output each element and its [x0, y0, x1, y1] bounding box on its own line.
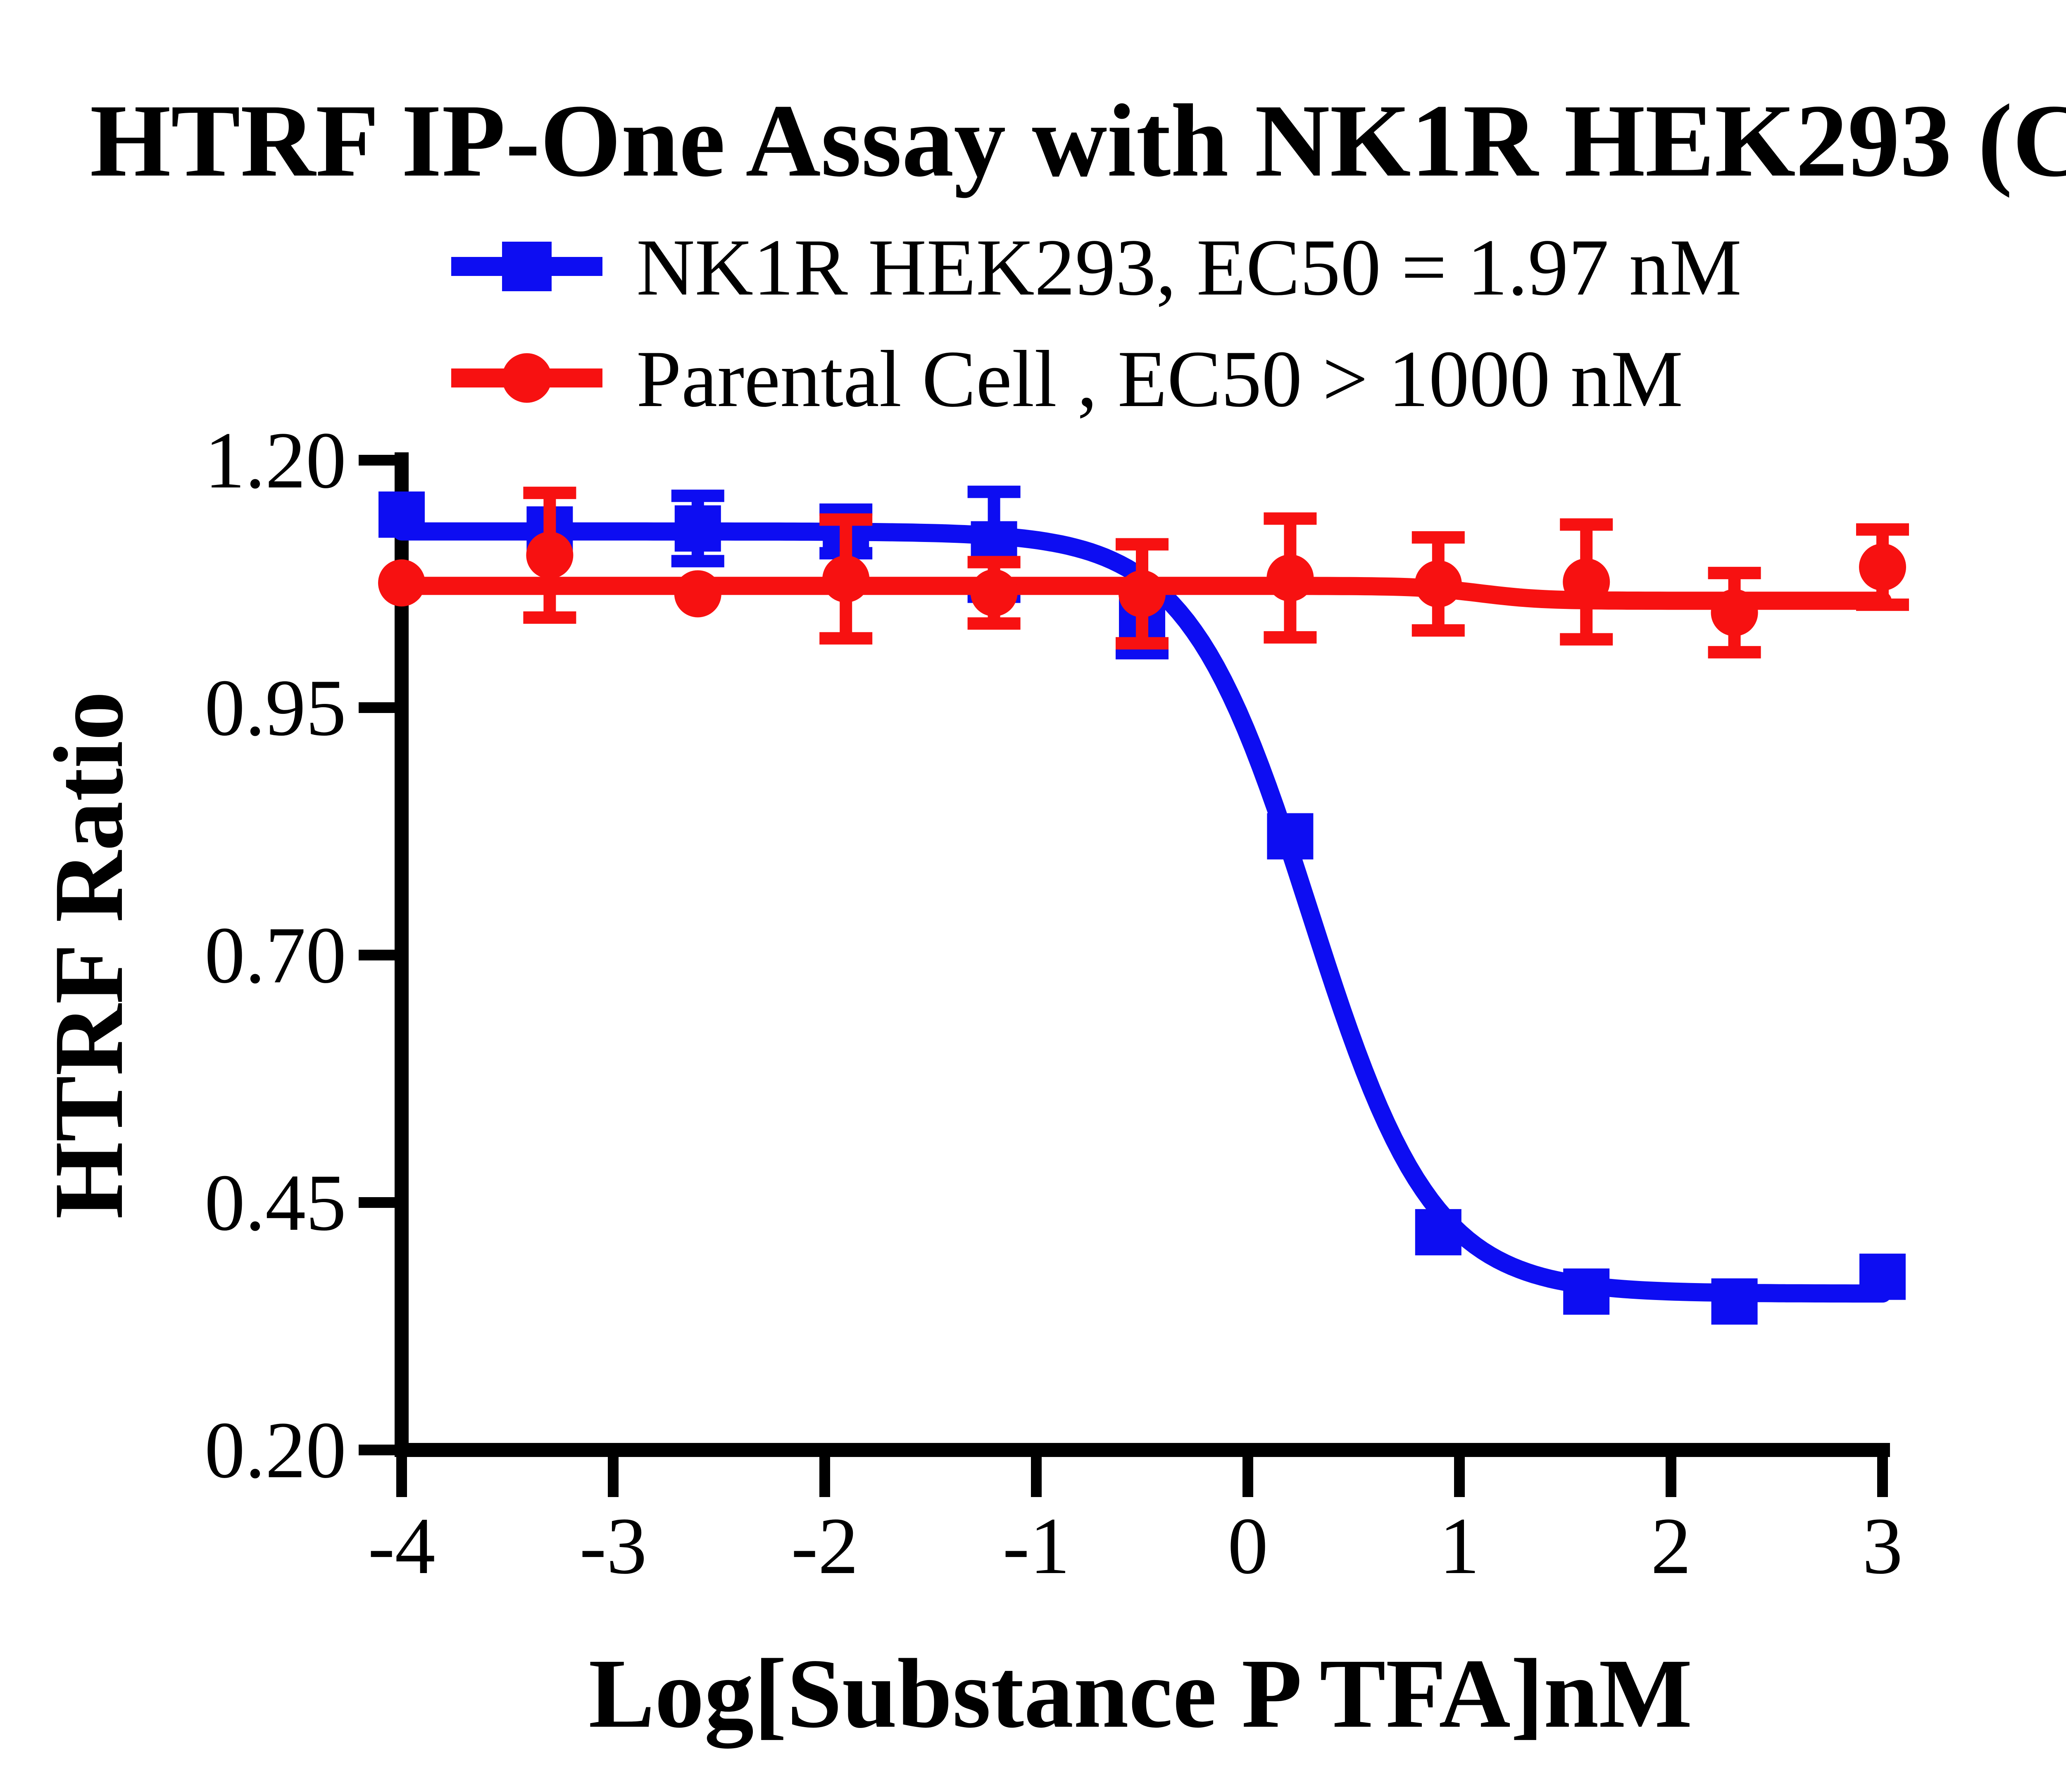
y-tick-label: 0.70 [205, 910, 346, 1000]
x-axis-title: Log[Substance P TFA]nM [588, 1638, 1692, 1749]
data-point-parental [1711, 589, 1758, 636]
series-parental [378, 487, 1909, 658]
chart-graphics: 1.20 0.95 0.70 0.45 0.20-4 -3 -2 -1 0 1 2 3 [205, 242, 1909, 1591]
x-tick-label: 0 [1228, 1501, 1268, 1591]
data-point-parental [1266, 554, 1314, 602]
data-point-parental [378, 559, 425, 607]
x-tick-label: 2 [1651, 1501, 1691, 1591]
data-point-nk1r [1859, 1253, 1906, 1300]
chart-title: HTRF IP-One Assay with NK1R HEK293 (C2) [90, 83, 2066, 198]
x-tick-label: -1 [1002, 1501, 1070, 1591]
data-point-nk1r [674, 505, 721, 552]
y-tick-label: 1.20 [205, 416, 346, 505]
data-point-parental [970, 569, 1018, 617]
legend-label-parental: Parental Cell , EC50 > 1000 nM [636, 334, 1683, 424]
x-tick-label: 3 [1862, 1501, 1903, 1591]
x-tick-label: -3 [579, 1501, 647, 1591]
data-point-parental [1119, 570, 1166, 618]
x-tick-label: -2 [791, 1501, 858, 1591]
x-tick-label: 1 [1439, 1501, 1480, 1591]
data-point-nk1r [1415, 1209, 1461, 1255]
y-tick-label: 0.95 [205, 663, 346, 753]
data-point-parental [526, 532, 574, 579]
data-point-parental [822, 555, 870, 603]
data-point-parental [674, 570, 721, 618]
legend-marker-square-icon [502, 242, 552, 291]
legend-label-nk1r: NK1R HEK293, EC50 = 1.97 nM [636, 223, 1742, 312]
y-tick-label: 0.45 [205, 1158, 346, 1248]
data-point-parental [1859, 543, 1906, 591]
legend-marker-circle-icon [502, 353, 552, 403]
data-point-nk1r [1267, 813, 1314, 860]
data-point-nk1r [1563, 1268, 1610, 1315]
data-point-parental [1414, 560, 1462, 608]
data-point-nk1r [1711, 1278, 1758, 1325]
data-point-nk1r [378, 491, 425, 538]
x-tick-label: -4 [368, 1501, 435, 1591]
y-tick-label: 0.20 [205, 1405, 346, 1495]
data-point-parental [1563, 558, 1610, 606]
y-axis-title: HTRF Ratio [33, 691, 143, 1219]
